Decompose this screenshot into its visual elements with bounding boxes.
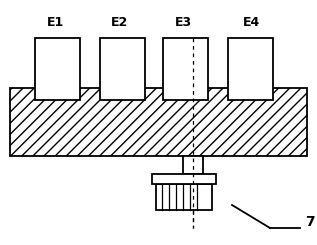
Bar — [100, 38, 145, 100]
Bar — [183, 156, 203, 174]
Bar — [228, 38, 273, 100]
Text: 7: 7 — [305, 215, 315, 229]
Bar — [152, 174, 216, 184]
Bar — [35, 38, 80, 100]
Bar — [163, 38, 208, 100]
Bar — [156, 184, 212, 210]
Text: E1: E1 — [46, 15, 64, 28]
Text: E2: E2 — [111, 15, 129, 28]
Text: E4: E4 — [243, 15, 261, 28]
Text: E3: E3 — [174, 15, 191, 28]
Bar — [10, 88, 307, 156]
